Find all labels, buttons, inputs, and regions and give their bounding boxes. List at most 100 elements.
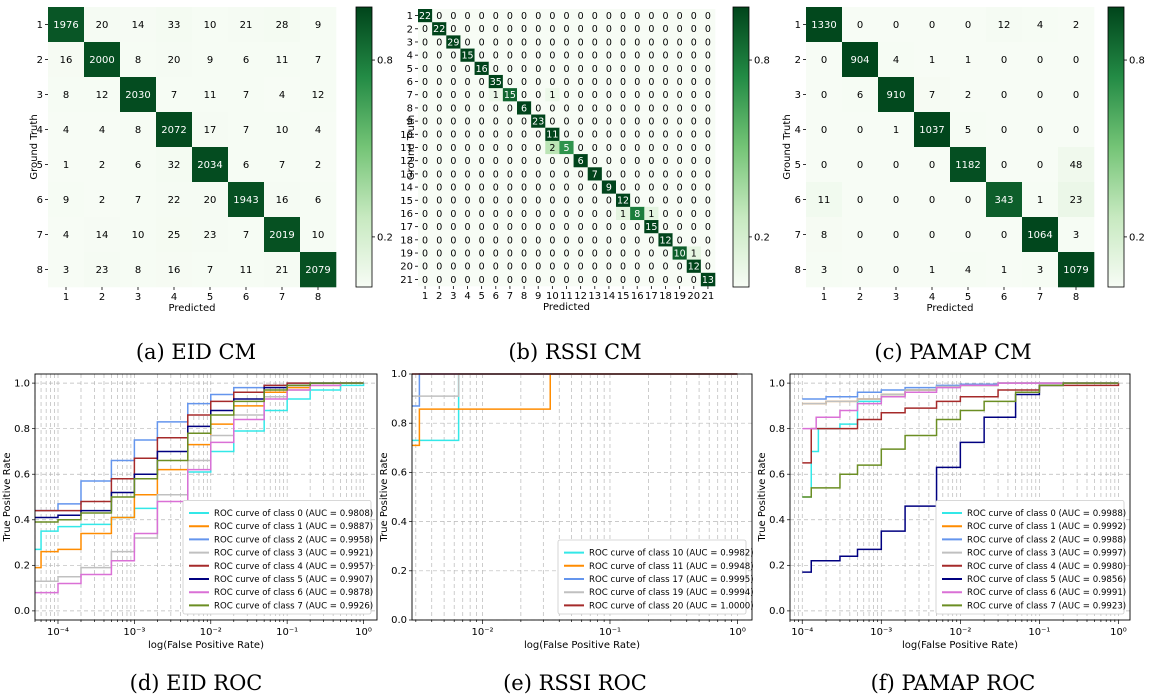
x-tick-label: 6 xyxy=(243,292,249,303)
cm-cell xyxy=(1022,42,1059,78)
cm-cell xyxy=(502,167,518,181)
x-tick-label: 8 xyxy=(521,291,527,302)
cm-cell-value: 0 xyxy=(450,275,456,286)
cm-cell xyxy=(446,206,461,221)
cm-cell xyxy=(630,206,645,221)
cm-cell-value: 7 xyxy=(315,55,321,66)
legend-entry: ROC curve of class 20 (AUC = 1.0000) xyxy=(589,601,754,611)
cm-cell xyxy=(264,252,301,288)
cm-cell-value: 0 xyxy=(493,262,499,273)
cm-cell-value: 0 xyxy=(450,24,456,35)
cm-cell xyxy=(488,233,504,247)
cm-cell xyxy=(300,112,337,148)
cm-cell xyxy=(601,154,617,168)
cm-cell-value: 0 xyxy=(592,11,598,22)
cm-cell xyxy=(446,88,461,102)
cm-cell xyxy=(700,48,716,63)
cm-cell xyxy=(1022,77,1059,113)
cm-cell-value: 1976 xyxy=(53,20,78,31)
cm-cell-value: 0 xyxy=(691,209,697,220)
cm-cell xyxy=(686,101,702,115)
cm-cell-value: 0 xyxy=(677,103,683,114)
cm-cell-value: 0 xyxy=(479,51,485,62)
cm-cell-value: 0 xyxy=(479,24,485,35)
x-tick-label: 10⁻¹ xyxy=(599,627,621,638)
cm-cell-value: 7 xyxy=(929,90,935,101)
cm-cell-value: 0 xyxy=(620,156,626,167)
cm-cell-value: 10 xyxy=(276,125,289,136)
cm-cell-value: 0 xyxy=(893,195,899,206)
cm-cell xyxy=(531,74,546,89)
cm-cell xyxy=(658,193,673,208)
cm-cell xyxy=(432,220,447,234)
cm-cell xyxy=(474,154,490,168)
cm-cell xyxy=(432,272,447,287)
cm-cell xyxy=(878,217,915,253)
cm-cell-value: 1 xyxy=(648,209,654,220)
cm-cell-value: 0 xyxy=(677,90,683,101)
x-tick-label: 9 xyxy=(535,291,541,302)
colorbar-tick-label: 0.2 xyxy=(377,232,393,243)
cm-cell xyxy=(264,217,301,253)
cm-cell-value: 0 xyxy=(464,11,470,22)
cm-cell xyxy=(658,180,673,194)
cm-cell xyxy=(559,193,574,208)
cm-cell xyxy=(1058,112,1095,148)
cm-cell-value: 0 xyxy=(929,20,935,31)
cm-cell-value: 0 xyxy=(450,130,456,141)
cm-cell xyxy=(573,9,589,23)
cm-cell xyxy=(460,140,475,155)
cm-cell xyxy=(573,272,589,287)
cm-cell xyxy=(474,167,490,181)
cm-cell-value: 2000 xyxy=(89,55,114,66)
cm-cell-value: 12 xyxy=(659,235,671,246)
cm-cell xyxy=(950,112,987,148)
cm-cell-value: 8 xyxy=(634,209,640,220)
cm-cell-value: 0 xyxy=(821,160,827,171)
cm-cell xyxy=(460,193,475,208)
roc-curve xyxy=(802,382,1119,573)
cm-cell-value: 0 xyxy=(436,235,442,246)
cm-cell-value: 0 xyxy=(507,222,513,233)
panel-caption: (b) RSSI CM xyxy=(508,340,641,364)
cm-cell-value: 0 xyxy=(479,143,485,154)
y-tick-label: 16 xyxy=(400,209,413,220)
cm-cell xyxy=(700,9,716,23)
cm-cell xyxy=(460,220,475,234)
cm-cell xyxy=(517,127,532,142)
cm-cell-value: 0 xyxy=(521,51,527,62)
cm-cell xyxy=(156,147,193,183)
cm-cell xyxy=(842,217,879,253)
cm-cell xyxy=(601,272,617,287)
cm-cell-value: 0 xyxy=(479,90,485,101)
y-tick-label: 2 xyxy=(795,55,801,66)
cm-cell-value: 0 xyxy=(464,182,470,193)
roc-curve xyxy=(802,382,1119,498)
cm-cell-value: 0 xyxy=(705,169,711,180)
panel-caption: (d) EID ROC xyxy=(130,671,263,695)
cm-cell xyxy=(460,101,475,115)
cm-cell-value: 0 xyxy=(422,51,428,62)
cm-cell-value: 8 xyxy=(821,230,827,241)
cm-cell-value: 0 xyxy=(691,24,697,35)
cm-cell xyxy=(192,42,229,78)
cm-cell xyxy=(120,7,157,43)
cm-cell xyxy=(228,112,265,148)
cm-cell-value: 0 xyxy=(549,117,555,128)
legend-box xyxy=(935,499,1125,615)
cm-cell xyxy=(686,127,702,142)
cm-cell-value: 0 xyxy=(563,196,569,207)
cm-cell-value: 6 xyxy=(521,103,527,114)
cm-cell xyxy=(700,74,716,89)
cm-cell xyxy=(488,220,504,234)
cm-cell xyxy=(573,22,589,36)
cm-cell xyxy=(517,220,532,234)
cm-cell xyxy=(672,101,688,115)
cm-cell-value: 0 xyxy=(606,90,612,101)
cm-cell xyxy=(700,22,716,36)
cm-cell-value: 12 xyxy=(96,90,109,101)
cm-cell-value: 0 xyxy=(634,143,640,154)
cm-cell-value: 16 xyxy=(60,55,73,66)
cm-cell-value: 8 xyxy=(135,55,141,66)
